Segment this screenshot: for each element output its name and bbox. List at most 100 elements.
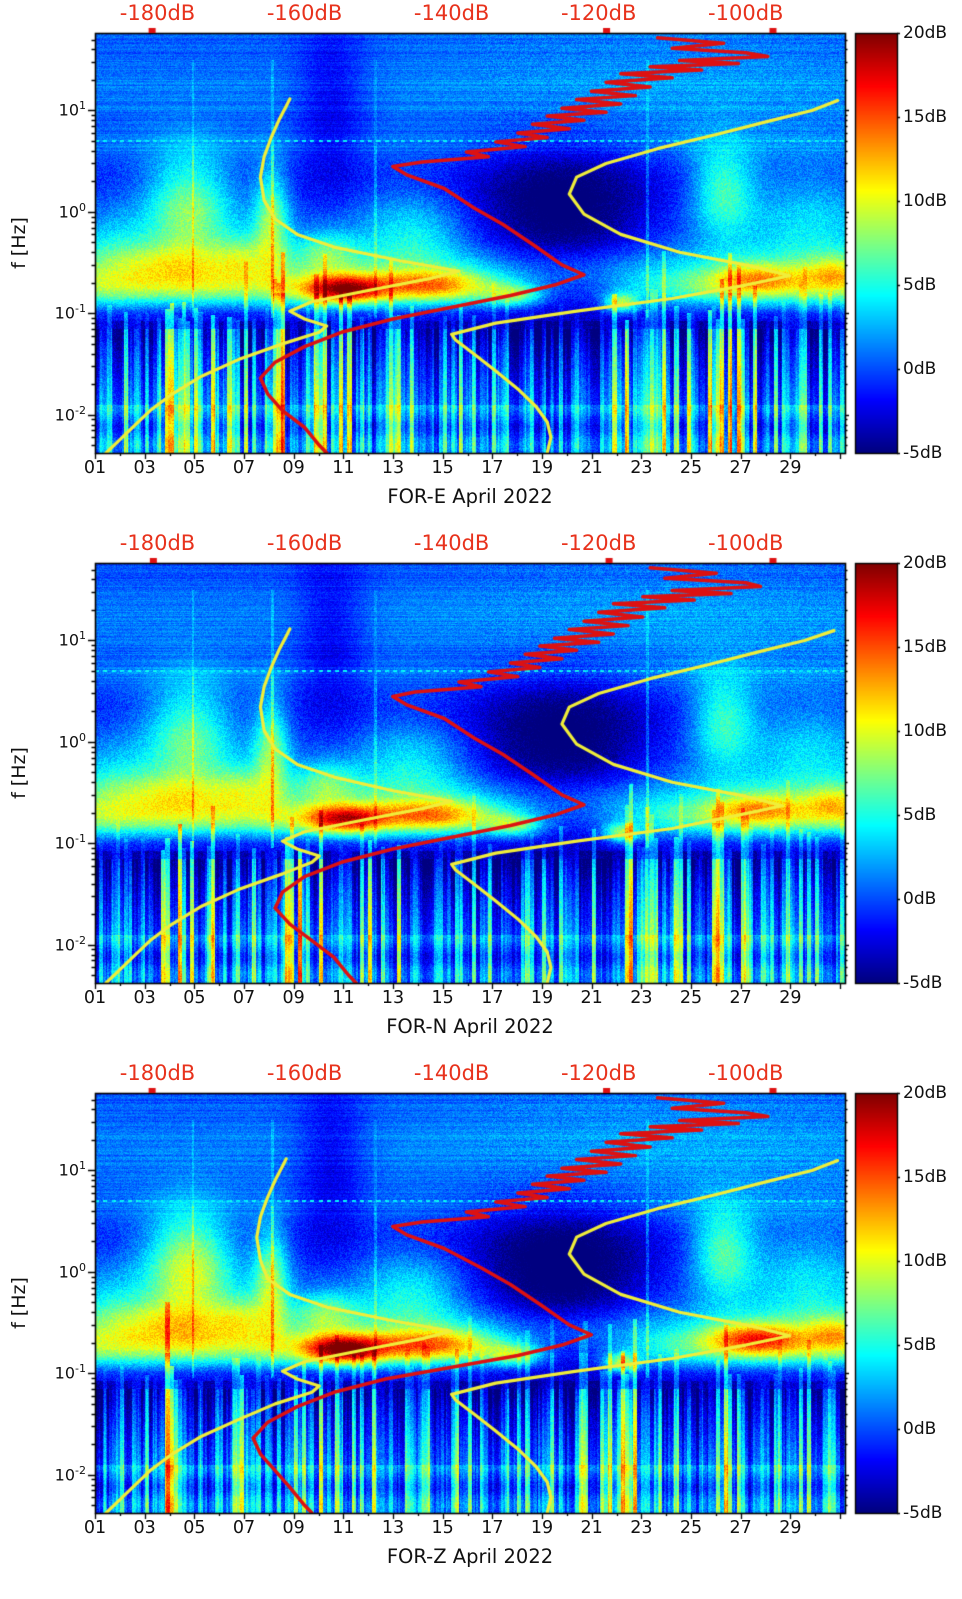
panel-for-e: f [Hz] FOR-E April 2022 -180dB -160dB -140…	[0, 0, 962, 530]
colorbar-tick-label: -5dB	[903, 443, 943, 463]
y-tick-label: 101	[58, 1159, 86, 1180]
x-tick-label: 11	[332, 1518, 355, 1538]
top-axis-tick-label: -100dB	[708, 1061, 784, 1085]
top-axis-tick-label: -100dB	[708, 531, 784, 555]
top-axis-tick-label: -160dB	[266, 1061, 343, 1085]
colorbar-tick-label: 10dB	[903, 1251, 948, 1271]
top-axis-tick-label: -120dB	[560, 1061, 637, 1085]
spectrogram-canvas-for-z	[0, 1060, 962, 1590]
y-tick-label: 101	[58, 629, 86, 650]
x-tick-label: 13	[381, 988, 405, 1008]
x-tick-label: 07	[232, 988, 256, 1008]
top-axis-tick-label: -140dB	[413, 531, 490, 555]
y-tick-label: 10-2	[54, 403, 86, 425]
colorbar-tick-label: 0dB	[903, 1419, 937, 1439]
x-tick-label: 17	[481, 1518, 504, 1538]
top-axis-tick-label: -160dB	[266, 1, 343, 25]
x-tick-label: 03	[133, 1518, 156, 1538]
x-tick-label: 09	[282, 988, 305, 1008]
x-tick-label: 15	[431, 458, 454, 478]
colorbar-tick-label: 15dB	[903, 1167, 948, 1187]
colorbar-tick-label: 5dB	[903, 275, 937, 295]
y-tick-label: 10-1	[54, 302, 86, 323]
top-axis-tick-label: -180dB	[119, 1061, 196, 1085]
x-tick-label: 11	[332, 458, 355, 478]
x-tick-label: 25	[679, 458, 703, 478]
x-tick-label: 23	[630, 1518, 653, 1538]
colorbar-tick-label: 10dB	[903, 721, 948, 741]
colorbar-tick-label: -5dB	[903, 1503, 943, 1523]
x-tick-label: 01	[83, 458, 107, 478]
x-tick-label: 19	[530, 1518, 554, 1538]
y-tick-label: 101	[58, 99, 86, 120]
y-tick-label: 10-2	[54, 1463, 86, 1485]
panel-for-n: f [Hz] FOR-N April 2022 -180dB -160dB -140…	[0, 530, 962, 1060]
x-tick-label: 29	[779, 988, 802, 1008]
panel-for-z: f [Hz] FOR-Z April 2022 -180dB -160dB -140…	[0, 1060, 962, 1590]
x-axis-label-for-z: FOR-Z April 2022	[386, 1545, 554, 1568]
colorbar-tick-label: 5dB	[903, 1335, 937, 1355]
top-axis-tick-label: -140dB	[413, 1061, 490, 1085]
x-tick-label: 17	[481, 988, 504, 1008]
colorbar-tick-label: 0dB	[903, 889, 937, 909]
x-tick-label: 27	[729, 458, 752, 478]
spectrogram-canvas-for-n	[0, 530, 962, 1060]
top-axis-tick-label: -180dB	[119, 531, 196, 555]
x-tick-label: 03	[133, 988, 156, 1008]
x-tick-label: 21	[580, 458, 603, 478]
spectrogram-canvas-for-e	[0, 0, 962, 530]
colorbar-tick-label: 15dB	[903, 637, 948, 657]
x-tick-label: 29	[779, 458, 802, 478]
x-tick-label: 23	[630, 458, 653, 478]
x-tick-label: 25	[679, 1518, 703, 1538]
colorbar-tick-label: 20dB	[903, 1083, 948, 1103]
x-tick-label: 23	[630, 988, 653, 1008]
y-tick-label: 10-1	[54, 1362, 86, 1383]
y-tick-label: 100	[58, 730, 86, 752]
x-tick-label: 15	[431, 1518, 454, 1538]
top-axis-tick-label: -160dB	[266, 531, 343, 555]
x-tick-label: 09	[282, 458, 305, 478]
x-tick-label: 05	[183, 988, 206, 1008]
x-tick-label: 27	[729, 988, 752, 1008]
y-tick-label: 100	[58, 200, 86, 222]
x-tick-label: 25	[679, 988, 703, 1008]
colorbar-tick-label: 5dB	[903, 805, 937, 825]
colorbar-tick-label: 0dB	[903, 359, 937, 379]
x-tick-label: 09	[282, 1518, 305, 1538]
x-tick-label: 07	[232, 1518, 256, 1538]
top-axis-tick-label: -140dB	[413, 1, 490, 25]
colorbar-tick-label: 10dB	[903, 191, 948, 211]
top-axis-tick-label: -100dB	[708, 1, 784, 25]
top-axis-tick-label: -120dB	[560, 531, 637, 555]
colorbar-tick-label: 15dB	[903, 107, 948, 127]
x-axis-label-for-n: FOR-N April 2022	[386, 1015, 554, 1038]
x-tick-label: 29	[779, 1518, 802, 1538]
x-tick-label: 13	[381, 1518, 405, 1538]
x-tick-label: 05	[183, 458, 206, 478]
top-axis-tick-label: -180dB	[119, 1, 196, 25]
colorbar-tick-label: 20dB	[903, 553, 948, 573]
x-tick-label: 07	[232, 458, 256, 478]
x-axis-label-for-e: FOR-E April 2022	[387, 485, 553, 508]
x-tick-label: 01	[83, 988, 107, 1008]
top-axis-tick-label: -120dB	[560, 1, 637, 25]
y-tick-label: 10-2	[54, 933, 86, 955]
x-tick-label: 05	[183, 1518, 206, 1538]
y-tick-label: 100	[58, 1260, 86, 1282]
colorbar-tick-label: -5dB	[903, 973, 943, 993]
x-tick-label: 19	[530, 988, 554, 1008]
y-tick-label: 10-1	[54, 832, 86, 853]
x-tick-label: 27	[729, 1518, 752, 1538]
x-tick-label: 21	[580, 988, 603, 1008]
x-tick-label: 17	[481, 458, 504, 478]
x-tick-label: 13	[381, 458, 405, 478]
x-tick-label: 21	[580, 1518, 603, 1538]
x-tick-label: 11	[332, 988, 355, 1008]
x-tick-label: 19	[530, 458, 554, 478]
colorbar-tick-label: 20dB	[903, 23, 948, 43]
x-tick-label: 03	[133, 458, 156, 478]
x-tick-label: 15	[431, 988, 454, 1008]
x-tick-label: 01	[83, 1518, 107, 1538]
